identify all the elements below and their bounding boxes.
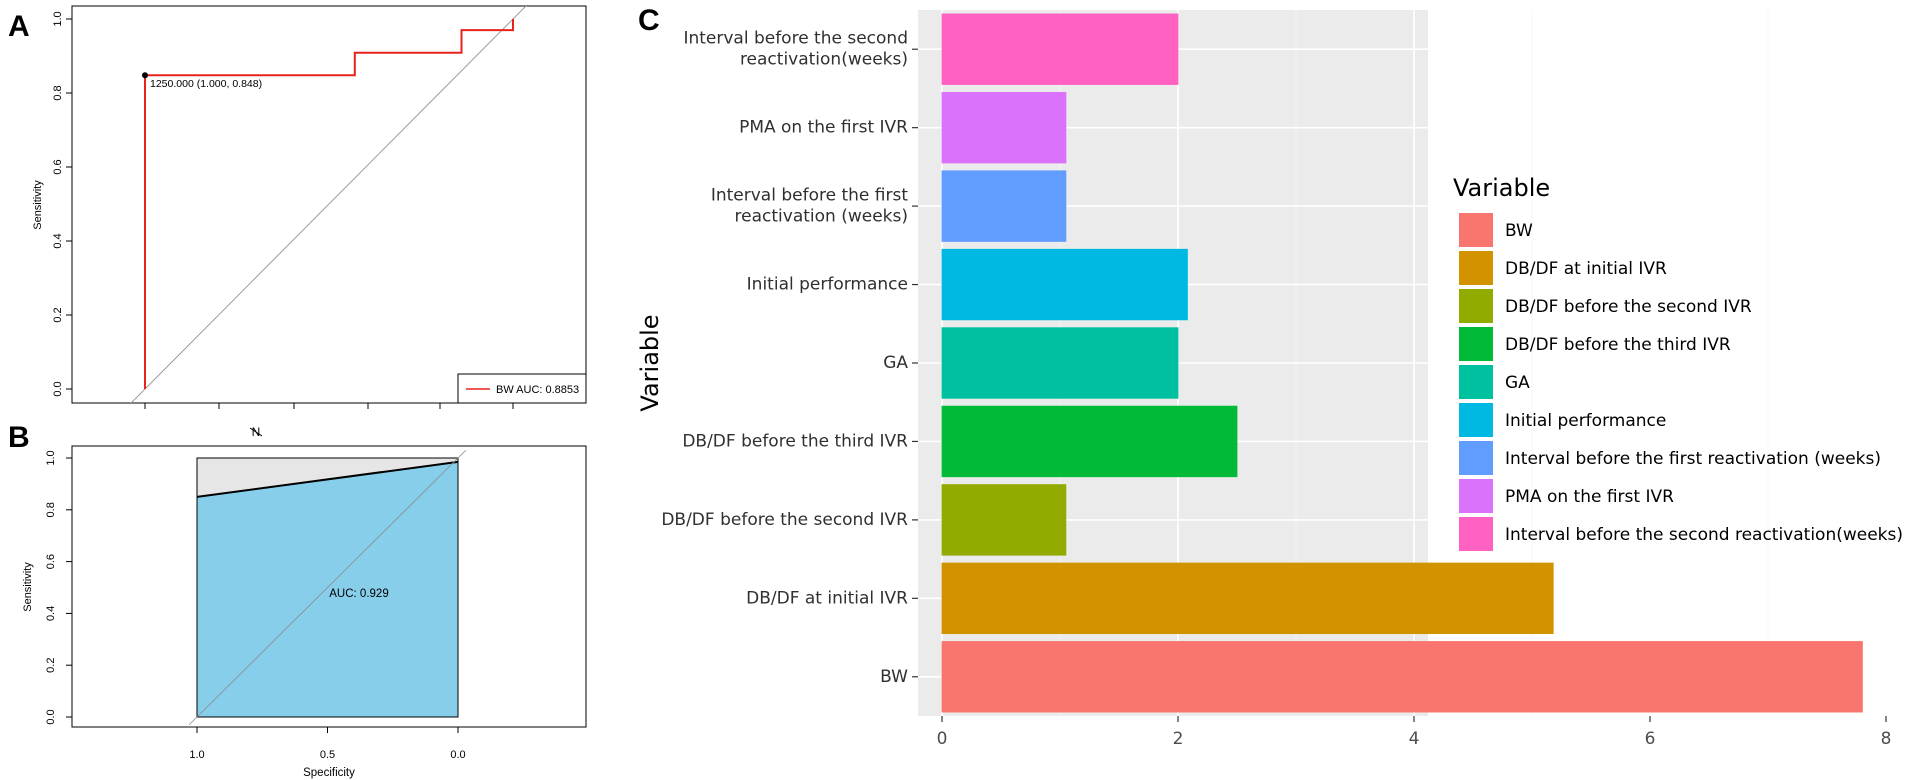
legend-label: Interval before the first reactivation (…	[1505, 449, 1881, 469]
legend-label: DB/DF before the second IVR	[1505, 297, 1752, 317]
auc-annotation: AUC: 0.929	[329, 588, 388, 600]
y-tick-label: DB/DF before the third IVR	[682, 431, 908, 451]
bar	[941, 13, 1179, 85]
bar	[941, 327, 1179, 399]
diagonal-reference-line	[130, 6, 527, 403]
y-tick-label: 0.8	[45, 502, 57, 517]
x-tick-label: 4	[1409, 729, 1420, 749]
legend-key	[1459, 517, 1493, 551]
x-tick-label: 2	[1173, 729, 1184, 749]
bar	[941, 248, 1188, 321]
y-tick-label: Interval before the first	[711, 186, 908, 206]
auc-area	[196, 461, 459, 718]
roc-panel-a: 0.0 0.2 0.4 0.6 0.8 1.0 Sensitivity 1250.000 (1…	[32, 5, 587, 409]
auc-panel-b: NAUC: 0.9290.00.20.40.60.81.0Sensitivity…	[22, 425, 587, 779]
bar	[941, 641, 1863, 713]
plot-frame	[71, 445, 587, 728]
y-axis-label: Sensitivity	[32, 180, 44, 230]
y-tick-label: PMA on the first IVR	[739, 118, 908, 138]
panel-label-a: A	[8, 10, 30, 43]
legend-key	[1459, 441, 1493, 475]
y-tick-label: 0.6	[45, 554, 57, 569]
bar	[941, 484, 1067, 556]
legend-label: DB/DF before the third IVR	[1505, 335, 1731, 355]
y-tick-label: 0.4	[45, 606, 57, 621]
x-tick-label: 6	[1645, 729, 1656, 749]
panel-label-c: C	[638, 4, 660, 37]
y-tick-label: 1.0	[45, 450, 57, 465]
legend-title: Variable	[1453, 174, 1550, 202]
x-tick-label: 0	[937, 729, 948, 749]
y-tick-label: BW	[880, 667, 908, 687]
y-tick-label: reactivation(weeks)	[740, 50, 908, 70]
y-tick-label: 0.2	[45, 658, 57, 673]
threshold-point	[142, 72, 148, 79]
y-tick-label: 0.6	[52, 159, 64, 174]
x-axis-label: Specificity	[303, 767, 355, 779]
y-tick-label: reactivation (weeks)	[735, 207, 908, 227]
y-tick-label: 0.4	[52, 233, 64, 248]
x-tick-label: 8	[1881, 729, 1892, 749]
importance-panel-c: BW DB/DF at initial IVR DB/DF before the s…	[636, 10, 1903, 749]
bar	[941, 562, 1554, 635]
y-tick-label: Initial performance	[747, 275, 908, 295]
legend-label: GA	[1505, 373, 1530, 393]
y-tick-label: 0.2	[52, 307, 64, 322]
bar	[941, 405, 1238, 478]
y-tick-label: 1.0	[52, 11, 64, 26]
legend-key	[1459, 251, 1493, 285]
top-label-slash	[249, 427, 263, 437]
y-tick-label: DB/DF at initial IVR	[746, 588, 908, 608]
y-tick-label: 0.0	[45, 709, 57, 724]
y-tick-label: Interval before the second	[683, 29, 908, 49]
legend-key	[1459, 479, 1493, 513]
legend-key	[1459, 289, 1493, 323]
roc-curve	[196, 460, 459, 498]
y-tick-label: GA	[883, 353, 908, 373]
legend-label: PMA on the first IVR	[1505, 487, 1674, 507]
legend-key	[1459, 213, 1493, 247]
y-tick-label: DB/DF before the second IVR	[661, 510, 908, 530]
y-tick-label: 0.0	[52, 381, 64, 396]
bar	[941, 91, 1067, 164]
legend-label: BW	[1505, 221, 1533, 241]
diagonal-reference-line	[188, 449, 467, 726]
y-tick-label: 0.8	[52, 85, 64, 100]
y-axis-title: Variable	[636, 314, 664, 411]
legend-label: DB/DF at initial IVR	[1505, 259, 1667, 279]
panel-label-b: B	[8, 421, 30, 454]
legend-label: Interval before the second reactivation(…	[1505, 525, 1903, 545]
legend-key	[1459, 327, 1493, 361]
bar	[941, 170, 1067, 242]
x-tick-label: 1.0	[189, 749, 204, 761]
legend-key	[1459, 403, 1493, 437]
legend-key	[1459, 365, 1493, 399]
x-tick-label: 0.0	[450, 749, 465, 761]
plot-frame	[71, 5, 587, 404]
legend-label: Initial performance	[1505, 411, 1666, 431]
legend-label-bw: BW AUC: 0.8853	[496, 384, 579, 396]
y-axis-label: Sensitivity	[22, 562, 34, 612]
roc-curve-bw	[144, 19, 514, 389]
threshold-label: 1250.000 (1.000, 0.848)	[150, 78, 262, 90]
x-tick-label: 0.5	[320, 749, 335, 761]
